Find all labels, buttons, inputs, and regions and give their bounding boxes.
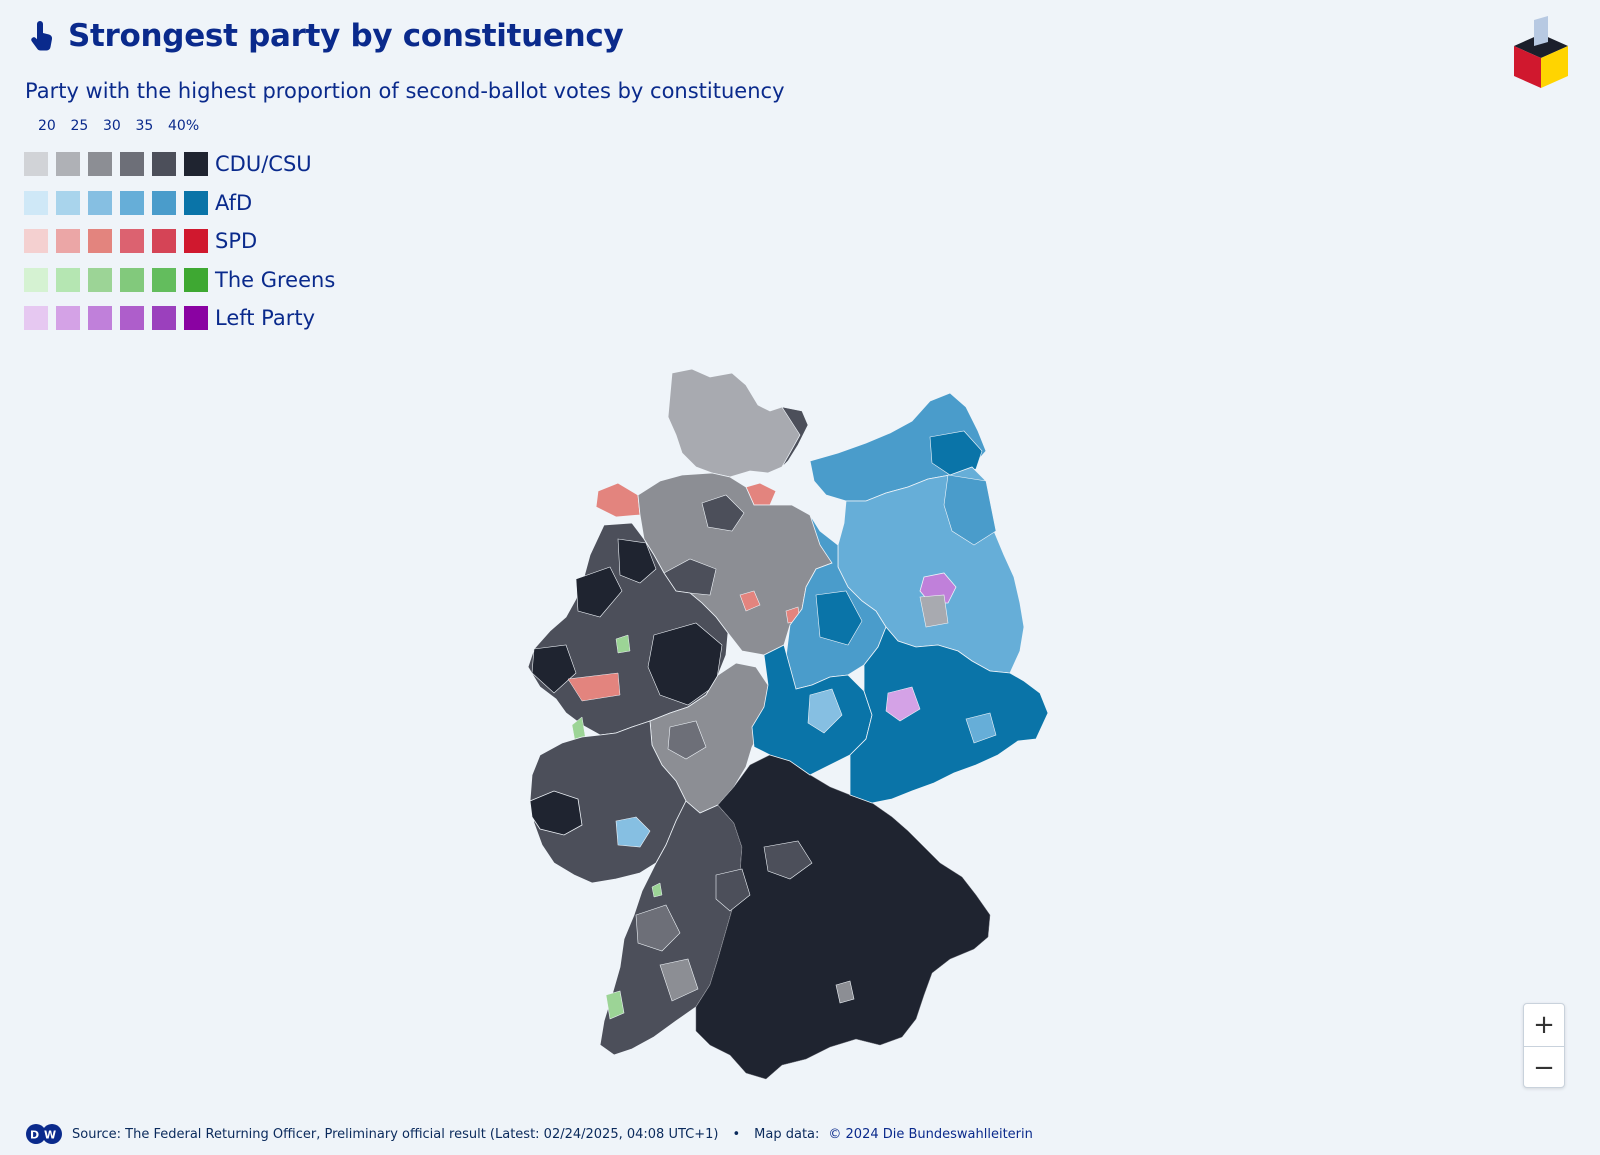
- svg-text:W: W: [44, 1129, 56, 1142]
- legend-swatch: [24, 267, 48, 292]
- region-rhineland-palatinate[interactable]: [529, 720, 687, 884]
- region-saarland[interactable]: [529, 790, 583, 836]
- legend-swatch: [184, 152, 208, 177]
- region-bavaria[interactable]: [695, 754, 991, 1080]
- zoom-in-button[interactable]: +: [1533, 1010, 1555, 1040]
- legend-swatch: [184, 267, 208, 292]
- legend-swatch: [88, 229, 112, 254]
- legend-swatch: [184, 229, 208, 254]
- legend-swatch: [56, 306, 80, 331]
- legend-swatch: [120, 190, 144, 215]
- dw-logo-icon: D W: [26, 1124, 62, 1144]
- legend-swatch: [152, 190, 176, 215]
- legend-swatch: [120, 306, 144, 331]
- legend-label: SPD: [215, 229, 258, 254]
- zoom-controls: + −: [1523, 1003, 1565, 1088]
- legend-swatch: [88, 306, 112, 331]
- legend-row-left-party: Left Party: [24, 299, 335, 338]
- map-data-link[interactable]: © 2024 Die Bundeswahlleiterin: [828, 1126, 1033, 1142]
- source-text: Source: The Federal Returning Officer, P…: [72, 1126, 719, 1142]
- legend-scale: 20 25 30 35 40%: [38, 118, 335, 134]
- legend-label: Left Party: [215, 306, 316, 331]
- legend-swatch: [120, 267, 144, 292]
- legend-row-the-greens: The Greens: [24, 261, 335, 300]
- legend-label: CDU/CSU: [215, 152, 312, 177]
- legend-tick: 30: [103, 118, 121, 134]
- region-berlin[interactable]: [919, 572, 957, 604]
- legend-tick: 35: [135, 118, 154, 134]
- legend-swatch: [24, 152, 48, 177]
- legend-swatch: [152, 306, 176, 331]
- region-schleswig-holstein[interactable]: [667, 368, 801, 478]
- legend-tick: 25: [70, 118, 89, 134]
- legend-row-spd: SPD: [24, 222, 335, 261]
- legend-swatch: [184, 190, 208, 215]
- legend-swatch: [88, 190, 112, 215]
- legend-row-afd: AfD: [24, 184, 335, 223]
- legend-swatch: [184, 306, 208, 331]
- legend-swatch: [24, 306, 48, 331]
- legend-label: The Greens: [215, 267, 336, 292]
- germany-map[interactable]: [520, 355, 1060, 1085]
- legend-swatch: [120, 152, 144, 177]
- legend-tick: 40%: [168, 118, 200, 134]
- legend-swatch: [88, 152, 112, 177]
- legend-swatch: [56, 229, 80, 254]
- legend-swatch: [152, 267, 176, 292]
- chart-header: Strongest party by constituency: [28, 18, 624, 54]
- legend-swatch: [24, 190, 48, 215]
- legend: 20 25 30 35 40% CDU/CSU AfD SPD The Greens L…: [24, 118, 335, 338]
- legend-swatch: [56, 190, 80, 215]
- zoom-out-button[interactable]: −: [1524, 1046, 1564, 1088]
- legend-swatch: [120, 229, 144, 254]
- legend-swatch: [152, 152, 176, 177]
- legend-row-cdu-csu: CDU/CSU: [24, 145, 335, 184]
- page-subtitle: Party with the highest proportion of sec…: [25, 79, 785, 103]
- footer-separator: •: [732, 1126, 741, 1142]
- map-data-label: Map data:: [754, 1126, 820, 1142]
- ballot-box-logo-icon: [1514, 16, 1568, 88]
- footer: D W Source: The Federal Returning Office…: [25, 1123, 1033, 1145]
- legend-swatch: [56, 152, 80, 177]
- legend-tick: 20: [38, 118, 56, 134]
- svg-text:D: D: [30, 1129, 39, 1142]
- legend-swatch: [88, 267, 112, 292]
- legend-swatch: [24, 229, 48, 254]
- region-saxony[interactable]: [849, 626, 1049, 804]
- legend-swatch: [56, 267, 80, 292]
- pointer-hand-icon: [31, 21, 53, 51]
- legend-swatch: [152, 229, 176, 254]
- page-title: Strongest party by constituency: [68, 18, 624, 54]
- legend-label: AfD: [215, 190, 253, 215]
